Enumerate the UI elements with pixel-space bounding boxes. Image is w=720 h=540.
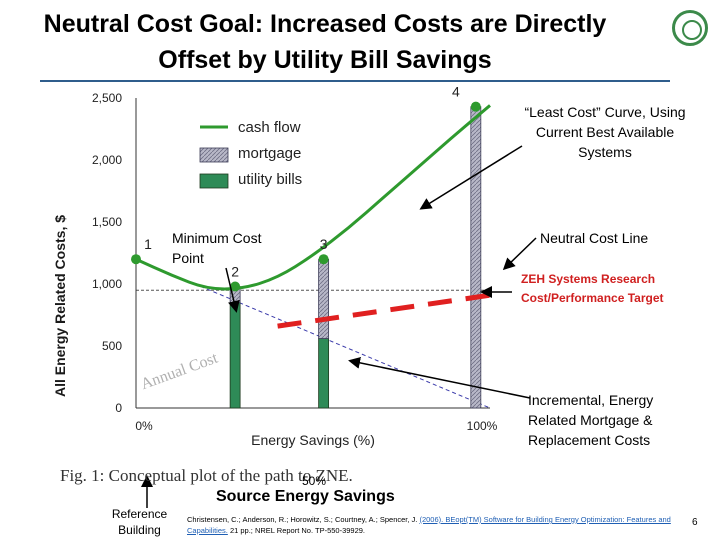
slide-title-line1: Neutral Cost Goal: Increased Costs are D… [43,10,607,38]
cash-flow-point-1 [131,254,141,265]
legend-swatch-utility-bills [199,173,229,189]
point-label-1: 1 [144,236,152,252]
zeh-target-line [277,292,491,329]
x-axis-title: Energy Savings (%) [251,432,375,448]
mortgage-bar-3 [470,106,482,409]
x-tick-label: 100% [467,419,498,433]
title-underline [40,80,670,82]
neutral-cost-line-annotation: Neutral Cost Line [540,230,649,246]
citation-text: Christensen, C.; Anderson, R.; Horowitz,… [187,515,420,524]
cash-flow-point-3 [318,254,329,265]
y-tick-label: 500 [102,339,122,353]
page-number: 6 [692,517,698,528]
y-tick-label: 1,000 [92,277,122,291]
figure-caption: Fig. 1: Conceptual plot of the path to Z… [60,466,353,485]
least-cost-annotation: “Least Cost” Curve, Using Current Best A… [524,104,686,160]
overlay-annual-cost-text: Annual Cost [139,349,221,393]
slide-title-line2: Offset by Utility Bill Savings [158,46,492,74]
y-tick-label: 0 [115,401,122,415]
fifty-percent-label: 50% [302,474,327,488]
minimum-cost-point-annotation: Minimum Cost Point [172,230,262,266]
source-energy-savings-label: Source Energy Savings [216,488,395,505]
annotation-arrow-2 [502,237,537,271]
annotation-arrow-4 [348,356,531,399]
cash-flow-line [135,104,491,291]
legend-label: cash flow [238,119,301,136]
point-label-4: 4 [452,84,460,100]
zeh-target-annotation: ZEH Systems Research Cost/Performance Ta… [521,272,664,305]
slide-title: Neutral Cost Goal: Increased Costs are D… [0,6,650,78]
reference-building-label: Reference Building [111,507,168,537]
y-tick-label: 1,500 [92,215,122,229]
cash-flow-point-4 [470,101,481,112]
citation: Christensen, C.; Anderson, R.; Horowitz,… [187,514,687,536]
organization-seal-icon [672,10,708,46]
minimum-cost-arrow [225,267,240,313]
annotation-arrow-1 [419,145,523,210]
citation-tail: 21 pp.; NREL Report No. TP-550-39929. [227,526,366,535]
legend-label: utility bills [238,171,302,188]
mortgage-bar-2 [318,258,330,339]
utility-bills-bar-2 [318,338,330,409]
cash-flow-point-2 [230,281,241,292]
incremental-costs-annotation: Incremental, Energy Related Mortgage & R… [528,392,654,448]
point-label-2: 2 [231,263,239,279]
citation-link[interactable]: (2006). BEopt(TM) Software for Building … [187,515,671,535]
y-tick-label: 2,000 [92,153,122,167]
legend-label: mortgage [238,145,301,162]
point-label-3: 3 [320,236,328,252]
legend-swatch-mortgage [199,147,229,163]
y-tick-label: 2,500 [92,91,122,105]
x-tick-label: 0% [135,419,153,433]
utility-bills-bar-1 [229,302,241,409]
